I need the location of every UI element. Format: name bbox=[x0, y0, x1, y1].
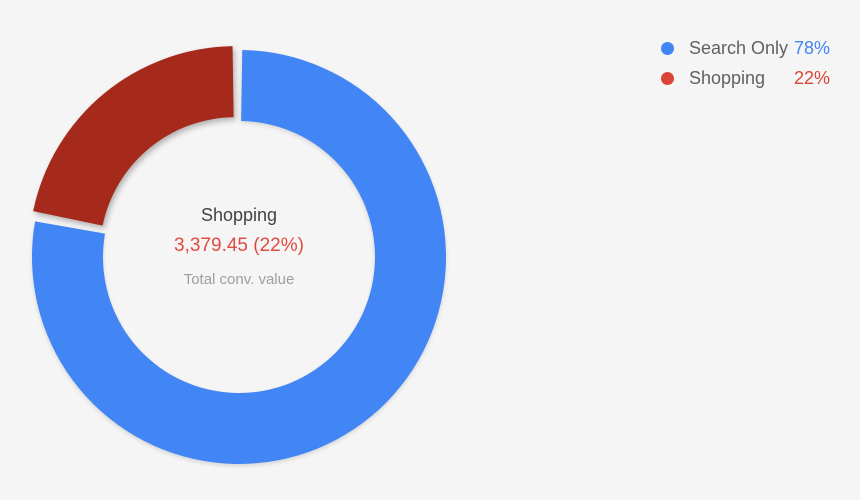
legend-percent-shopping: 22% bbox=[793, 67, 830, 88]
legend-dot-search-only bbox=[661, 41, 674, 55]
legend-percent-search-only: 78% bbox=[793, 37, 830, 58]
legend-label-search-only: Search Only bbox=[689, 37, 789, 58]
donut-slice-search-only[interactable] bbox=[31, 50, 447, 464]
donut-slice-shopping[interactable] bbox=[33, 46, 234, 226]
legend-label-shopping: Shopping bbox=[689, 67, 766, 88]
legend-item-shopping[interactable]: Shopping 22% bbox=[661, 63, 830, 93]
legend-item-search-only[interactable]: Search Only 78% bbox=[661, 33, 830, 63]
chart-legend: Search Only 78% Shopping 22% bbox=[661, 33, 830, 93]
legend-dot-shopping bbox=[661, 71, 674, 85]
